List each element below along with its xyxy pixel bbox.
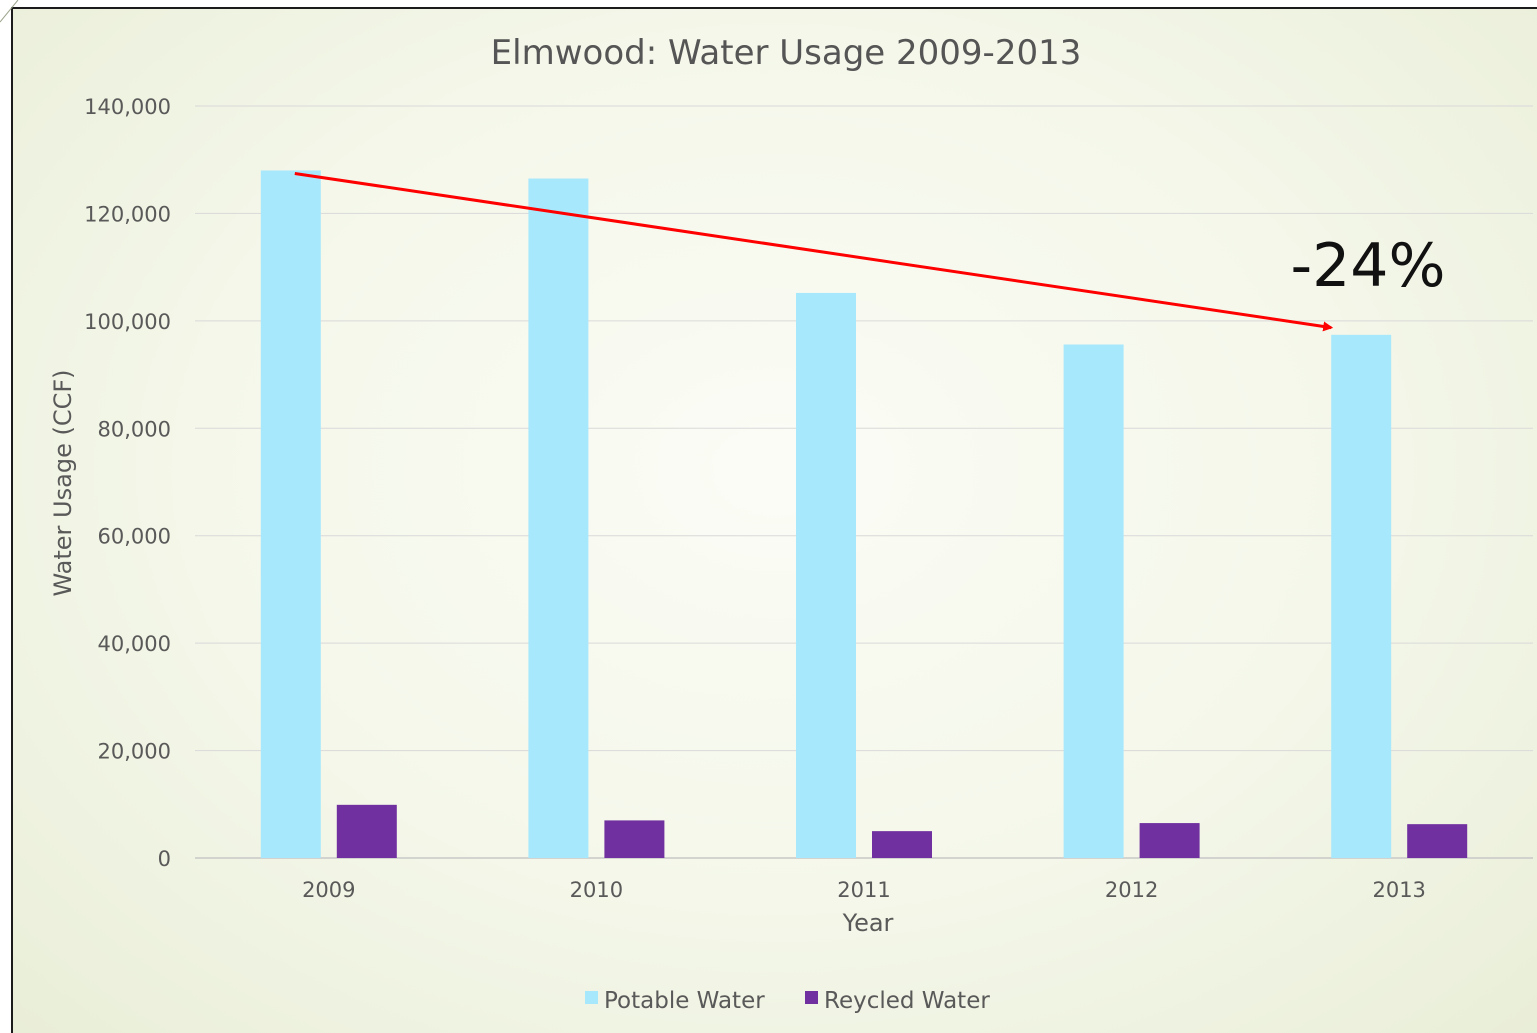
bar-reycled-water-2010 — [604, 820, 665, 858]
y-tick-label: 100,000 — [84, 310, 171, 334]
bar-potable-water-2009 — [260, 170, 321, 858]
bar-reycled-water-2013 — [1407, 824, 1468, 858]
x-axis-tick-labels: 2009 2010 2011 2012 2013 — [302, 878, 1426, 902]
y-axis-title: Water Usage (CCF) — [49, 369, 77, 596]
bars — [260, 170, 1468, 858]
chart-title: Elmwood: Water Usage 2009-2013 — [491, 33, 1082, 73]
x-tick-label: 2010 — [570, 878, 623, 902]
legend-swatch — [805, 991, 818, 1004]
corner-decoration — [0, 0, 19, 23]
bar-reycled-water-2011 — [872, 831, 932, 858]
legend-label: Reycled Water — [824, 988, 990, 1014]
y-tick-label: 80,000 — [98, 417, 171, 441]
y-tick-label: 140,000 — [84, 95, 171, 119]
y-tick-label: 0 — [158, 847, 171, 871]
bar-potable-water-2013 — [1331, 334, 1392, 858]
bar-potable-water-2011 — [796, 292, 856, 858]
bar-reycled-water-2012 — [1139, 823, 1200, 858]
y-axis-tick-labels: 0 20,000 40,000 60,000 80,000 100,000 120,000 1… — [84, 95, 171, 871]
x-tick-label: 2011 — [837, 878, 890, 902]
bar-reycled-water-2009 — [336, 804, 397, 858]
y-tick-label: 60,000 — [98, 525, 171, 549]
y-tick-label: 20,000 — [98, 740, 171, 764]
gridlines — [195, 105, 1533, 859]
x-tick-label: 2013 — [1372, 878, 1425, 902]
legend-label: Potable Water — [604, 988, 765, 1014]
bar-potable-water-2010 — [528, 178, 589, 858]
y-tick-label: 40,000 — [98, 632, 171, 656]
x-axis-title: Year — [842, 909, 894, 937]
bar-potable-water-2012 — [1063, 344, 1124, 858]
trend-arrow — [294, 171, 1334, 332]
x-tick-label: 2009 — [302, 878, 355, 902]
legend-swatch — [585, 991, 598, 1004]
x-tick-label: 2012 — [1105, 878, 1158, 902]
percent-change-annotation: -24% — [1290, 231, 1445, 301]
legend: Potable Water Reycled Water — [585, 988, 990, 1014]
y-tick-label: 120,000 — [84, 202, 171, 226]
